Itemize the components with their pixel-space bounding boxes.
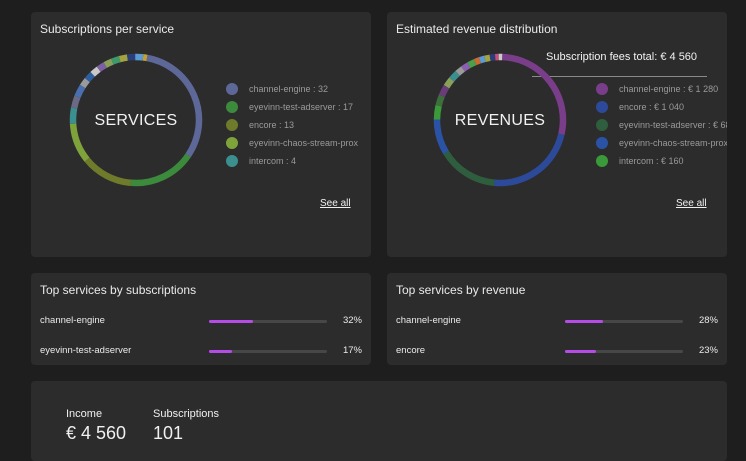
- service-name: eyevinn-test-adserver: [40, 345, 131, 356]
- donut-center-label: REVENUES: [435, 112, 565, 130]
- legend-swatch: [596, 101, 608, 113]
- revenue-legend: channel-engine : € 1 280 encore : € 1 040…: [596, 80, 727, 170]
- donut-segment-7[interactable]: [442, 87, 447, 96]
- donut-segment-13[interactable]: [475, 60, 480, 62]
- donut-segment-11[interactable]: [463, 65, 469, 69]
- legend-swatch: [596, 137, 608, 149]
- service-name: encore: [396, 345, 425, 356]
- legend-label: encore : 13: [249, 120, 294, 130]
- legend-item[interactable]: eyevinn-chaos-stream-proxy : € 400: [596, 134, 727, 152]
- top-service-row: channel-engine 32%: [40, 315, 362, 329]
- subscription-fees-total: Subscription fees total: € 4 560: [546, 51, 697, 63]
- legend-item[interactable]: encore : 13: [226, 116, 358, 134]
- donut-segment-1[interactable]: [147, 58, 199, 155]
- donut-segment-2[interactable]: [494, 134, 561, 183]
- donut-segment-15[interactable]: [127, 57, 135, 58]
- donut-segment-3[interactable]: [446, 153, 494, 183]
- donut-segment-15[interactable]: [485, 58, 490, 59]
- legend-item[interactable]: channel-engine : 32: [226, 80, 358, 98]
- card-title: Top services by revenue: [396, 283, 525, 297]
- donut-segment-8[interactable]: [83, 80, 88, 86]
- donut-segment-16[interactable]: [490, 57, 495, 58]
- donut-segment-14[interactable]: [480, 59, 485, 60]
- legend-swatch: [596, 119, 608, 131]
- subscriptions-label: Subscriptions: [153, 408, 219, 420]
- legend-label: intercom : 4: [249, 156, 296, 166]
- legend-item[interactable]: encore : € 1 040: [596, 98, 727, 116]
- legend-item[interactable]: intercom : € 160: [596, 152, 727, 170]
- top-service-row: channel-engine 28%: [396, 315, 718, 329]
- progress-fill: [565, 350, 596, 353]
- legend-item[interactable]: channel-engine : € 1 280: [596, 80, 727, 98]
- progress-track: [565, 350, 683, 353]
- legend-label: eyevinn-test-adserver : € 680: [619, 120, 727, 130]
- legend-swatch: [596, 155, 608, 167]
- donut-segment-14[interactable]: [120, 58, 128, 60]
- income-value: € 4 560: [66, 423, 126, 444]
- services-legend: channel-engine : 32 eyevinn-test-adserver…: [226, 80, 358, 170]
- donut-segment-8[interactable]: [447, 80, 452, 87]
- progress-track: [209, 320, 327, 323]
- donut-segment-7[interactable]: [77, 86, 82, 96]
- legend-item[interactable]: eyevinn-chaos-stream-prox: [226, 134, 358, 152]
- progress-fill: [209, 320, 253, 323]
- donut-segment-2[interactable]: [131, 155, 188, 183]
- income-label: Income: [66, 408, 102, 420]
- percentage: 17%: [343, 345, 362, 356]
- donut-segment-9[interactable]: [452, 73, 458, 79]
- see-all-link[interactable]: See all: [320, 198, 351, 209]
- percentage: 32%: [343, 315, 362, 326]
- legend-swatch: [596, 83, 608, 95]
- legend-swatch: [226, 119, 238, 131]
- donut-segment-11[interactable]: [99, 65, 106, 69]
- legend-label: intercom : € 160: [619, 156, 684, 166]
- donut-segment-6[interactable]: [439, 96, 442, 106]
- card-title: Top services by subscriptions: [40, 283, 196, 297]
- legend-item[interactable]: intercom : 4: [226, 152, 358, 170]
- percentage: 28%: [699, 315, 718, 326]
- see-all-link[interactable]: See all: [676, 198, 707, 209]
- donut-segment-10[interactable]: [458, 69, 463, 73]
- legend-label: eyevinn-test-adserver : 17: [249, 102, 353, 112]
- legend-item[interactable]: eyevinn-test-adserver : 17: [226, 98, 358, 116]
- stats-card: Income € 4 560 Subscriptions 101: [31, 381, 727, 461]
- progress-track: [565, 320, 683, 323]
- donut-segment-13[interactable]: [112, 59, 119, 61]
- donut-segment-3[interactable]: [87, 160, 131, 183]
- card-title: Subscriptions per service: [40, 22, 174, 36]
- donut-segment-6[interactable]: [74, 97, 77, 108]
- service-name: channel-engine: [396, 315, 461, 326]
- legend-item[interactable]: eyevinn-test-adserver : € 680: [596, 116, 727, 134]
- legend-swatch: [226, 137, 238, 149]
- top-service-row: encore 23%: [396, 345, 718, 359]
- legend-swatch: [226, 83, 238, 95]
- revenue-distribution-card: Estimated revenue distribution Subscript…: [387, 12, 727, 257]
- donut-segment-17[interactable]: [143, 57, 147, 58]
- card-title: Estimated revenue distribution: [396, 22, 557, 36]
- subscriptions-per-service-card: Subscriptions per service SERVICES chann…: [31, 12, 371, 257]
- legend-label: encore : € 1 040: [619, 102, 684, 112]
- top-services-by-subscriptions-card: Top services by subscriptions channel-en…: [31, 273, 371, 365]
- progress-track: [209, 350, 327, 353]
- percentage: 23%: [699, 345, 718, 356]
- legend-swatch: [226, 155, 238, 167]
- legend-label: channel-engine : 32: [249, 84, 328, 94]
- donut-segment-10[interactable]: [93, 69, 99, 74]
- legend-label: eyevinn-chaos-stream-prox: [249, 138, 358, 148]
- progress-fill: [565, 320, 603, 323]
- progress-fill: [209, 350, 232, 353]
- service-name: channel-engine: [40, 315, 105, 326]
- legend-label: eyevinn-chaos-stream-proxy : € 400: [619, 138, 727, 148]
- donut-segment-12[interactable]: [469, 62, 475, 65]
- legend-label: channel-engine : € 1 280: [619, 84, 718, 94]
- donut-segment-9[interactable]: [87, 74, 92, 80]
- top-services-by-revenue-card: Top services by revenue channel-engine 28…: [387, 273, 727, 365]
- top-service-row: eyevinn-test-adserver 17%: [40, 345, 362, 359]
- donut-center-label: SERVICES: [71, 112, 201, 130]
- subscriptions-value: 101: [153, 423, 183, 444]
- donut-segment-12[interactable]: [105, 62, 112, 65]
- legend-swatch: [226, 101, 238, 113]
